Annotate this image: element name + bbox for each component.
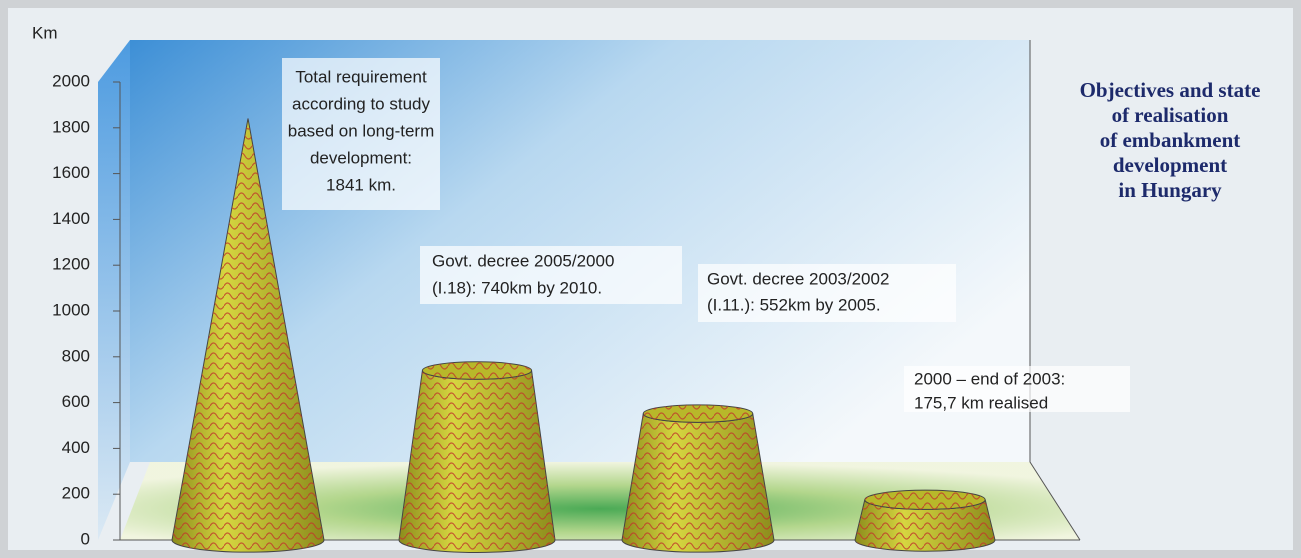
cone <box>855 490 995 551</box>
y-tick-label: 1000 <box>52 300 90 319</box>
chart: Km 0 200 400 600 800 1000 1200 1400 1600 1800 2000… <box>0 0 1301 558</box>
y-tick-label: 1400 <box>52 209 90 228</box>
cone-texture <box>399 371 555 553</box>
annotation-text: Govt. decree 2005/2000 <box>432 251 614 270</box>
y-tick-label: 400 <box>62 438 90 457</box>
y-tick-label: 1600 <box>52 163 90 182</box>
annotation-text: development: <box>310 148 412 167</box>
y-tick-label: 600 <box>62 392 90 411</box>
annotation-text: according to study <box>292 94 430 113</box>
y-tick-label: 0 <box>81 529 90 548</box>
y-tick-label: 800 <box>62 346 90 365</box>
y-tick-label: 1800 <box>52 117 90 136</box>
annotation-text: 2000 – end of 2003: <box>914 369 1065 388</box>
annotation-text: based on long-term <box>288 121 434 140</box>
cone-top-texture <box>643 405 752 423</box>
y-tick-label: 2000 <box>52 71 90 90</box>
chart-title: in Hungary <box>1118 178 1222 202</box>
annotation-text: Govt. decree 2003/2002 <box>707 269 889 288</box>
chart-title: of embankment <box>1100 128 1241 152</box>
cone <box>399 362 555 553</box>
annotation-text: (I.18): 740km by 2010. <box>432 278 602 297</box>
annotation-text: Total requirement <box>295 67 427 86</box>
y-tick-label: 200 <box>62 484 90 503</box>
chart-title: Objectives and state <box>1080 78 1261 102</box>
page: {"chart_data": { "type": "cone", "title"… <box>0 0 1301 558</box>
annotation-text: (I.11.): 552km by 2005. <box>707 295 881 314</box>
cone-top-texture <box>422 362 531 379</box>
y-axis-label: Km <box>32 23 58 42</box>
chart-title: of realisation <box>1112 103 1229 127</box>
cone-texture <box>622 414 774 553</box>
side-wall <box>98 40 130 540</box>
annotation-text: 175,7 km realised <box>914 393 1048 412</box>
y-tick-label: 1200 <box>52 255 90 274</box>
cone-top-texture <box>865 490 985 509</box>
chart-title: development <box>1113 153 1227 177</box>
annotation-text: 1841 km. <box>326 175 396 194</box>
cone <box>622 405 774 552</box>
